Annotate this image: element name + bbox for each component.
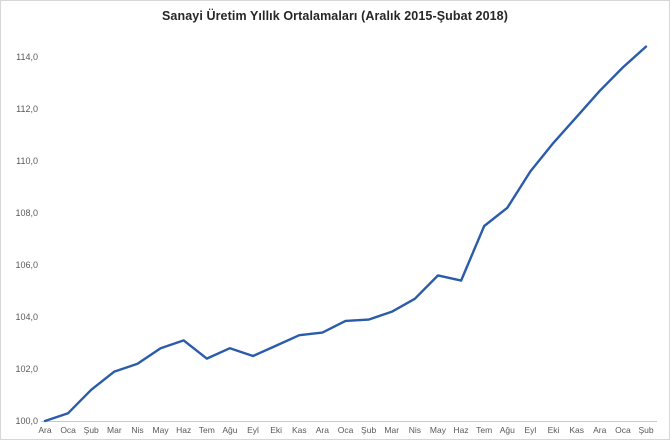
y-tick-label: 110,0	[16, 156, 38, 166]
chart-title: Sanayi Üretim Yıllık Ortalamaları (Aralı…	[161, 9, 508, 23]
x-tick-label: Ara	[593, 425, 607, 435]
x-tick-label: Ara	[38, 425, 52, 435]
data-series-line	[43, 45, 648, 423]
x-tick-label: Eki	[270, 425, 282, 435]
x-tick-label: Tem	[199, 425, 215, 435]
x-tick-label: May	[153, 425, 170, 435]
y-tick-label: 108,0	[15, 208, 38, 218]
x-tick-label: Tem	[476, 425, 492, 435]
y-tick-label: 114,0	[16, 52, 38, 62]
x-tick-label: Mar	[107, 425, 122, 435]
x-tick-label: Eyl	[247, 425, 259, 435]
x-tick-label: Eyl	[525, 425, 537, 435]
x-tick-label: Kas	[569, 425, 584, 435]
x-tick-label: Eki	[548, 425, 560, 435]
x-tick-label: Kas	[292, 425, 307, 435]
x-tick-label: Ara	[316, 425, 330, 435]
y-tick-label: 106,0	[15, 260, 38, 270]
x-tick-label: Nis	[131, 425, 143, 435]
x-tick-label: Şub	[361, 425, 376, 435]
x-tick-label: Şub	[638, 425, 653, 435]
x-tick-label: Haz	[176, 425, 191, 435]
x-tick-label: Ağu	[222, 425, 237, 435]
y-tick-label: 112,0	[16, 104, 38, 114]
x-tick-label: Mar	[384, 425, 399, 435]
y-tick-label: 102,0	[15, 364, 38, 374]
y-tick-label: 104,0	[15, 312, 38, 322]
x-tick-label: May	[430, 425, 447, 435]
x-tick-label: Haz	[454, 425, 469, 435]
x-tick-label: Oca	[60, 425, 76, 435]
y-tick-label: 100,0	[15, 416, 38, 426]
x-tick-label: Nis	[409, 425, 421, 435]
x-tick-label: Oca	[615, 425, 631, 435]
x-tick-label: Oca	[338, 425, 354, 435]
x-tick-label: Şub	[84, 425, 99, 435]
x-tick-label: Ağu	[500, 425, 515, 435]
